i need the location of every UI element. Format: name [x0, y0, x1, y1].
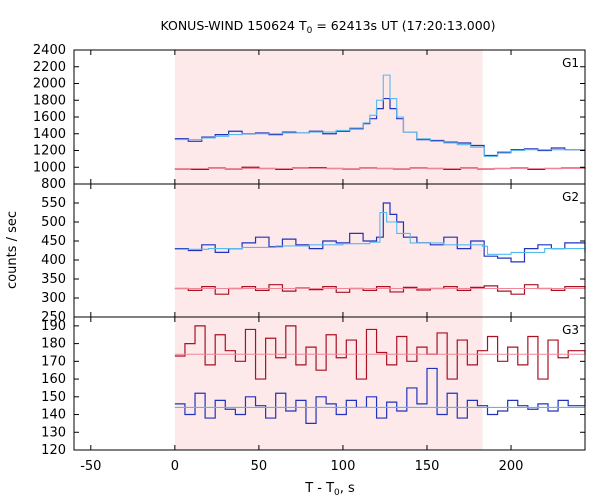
y-tick-label: 190: [41, 319, 66, 334]
x-tick-label: 100: [331, 459, 356, 474]
panel-frame: [73, 316, 586, 451]
panel-label: G1: [562, 56, 579, 70]
series-line-2: [174, 74, 585, 157]
series-line-1: [174, 202, 586, 263]
y-tick-label: 1800: [33, 93, 66, 108]
x-tick-label: 0: [171, 459, 179, 474]
y-tick-label: 250: [41, 310, 66, 325]
y-tick-label: 140: [41, 408, 66, 423]
x-axis-label: T - T0, s: [304, 481, 355, 498]
panel-label: G2: [562, 190, 579, 204]
panel-g2: 250 300 350 400 450 500 550 G2: [41, 183, 586, 325]
series-line-3: [174, 284, 586, 295]
y-tick-label: 400: [41, 253, 66, 268]
y-tick-label: 2000: [33, 77, 66, 92]
y-tick-label: 350: [41, 272, 66, 287]
x-tick-label: 200: [499, 459, 524, 474]
panel-g3: 120 130 140 150 160 170 180 190 G3: [41, 316, 586, 458]
chart-title: KONUS-WIND 150624 T0 = 62413s UT (17:20:…: [160, 18, 495, 36]
panels: 80010001200140016001800200022002400G1250…: [33, 43, 586, 474]
series-line-2: [174, 211, 585, 255]
y-tick-label: 300: [41, 291, 66, 306]
y-tick-label: 550: [41, 196, 66, 211]
x-tick-label: 50: [251, 459, 268, 474]
y-tick-label: 130: [41, 425, 66, 440]
x-tick-label: -50: [80, 459, 101, 474]
y-tick-label: 160: [41, 372, 66, 387]
y-tick-label: 1400: [33, 127, 66, 142]
highlight-interval: [174, 50, 483, 184]
y-tick-label: 2400: [33, 43, 66, 58]
y-tick-label: 1200: [33, 144, 66, 159]
y-tick-label: 500: [41, 215, 66, 230]
y-tick-label: 2200: [33, 60, 66, 75]
y-tick-label: 170: [41, 354, 66, 369]
y-axis-label: counts / sec: [5, 211, 20, 289]
x-tick-label: 150: [415, 459, 440, 474]
y-tick-label: 1600: [33, 110, 66, 125]
series-line-3: [174, 367, 586, 424]
series-line-1: [174, 325, 586, 380]
y-tick-label: 450: [41, 234, 66, 249]
panel-label: G3: [562, 323, 579, 337]
y-tick-label: 180: [41, 337, 66, 352]
y-tick-label: 120: [41, 443, 66, 458]
highlight-interval: [174, 184, 483, 317]
y-tick-label: 150: [41, 390, 66, 405]
y-tick-label: 1000: [33, 160, 66, 175]
y-tick-label: 800: [41, 177, 66, 192]
highlight-interval: [174, 317, 483, 450]
